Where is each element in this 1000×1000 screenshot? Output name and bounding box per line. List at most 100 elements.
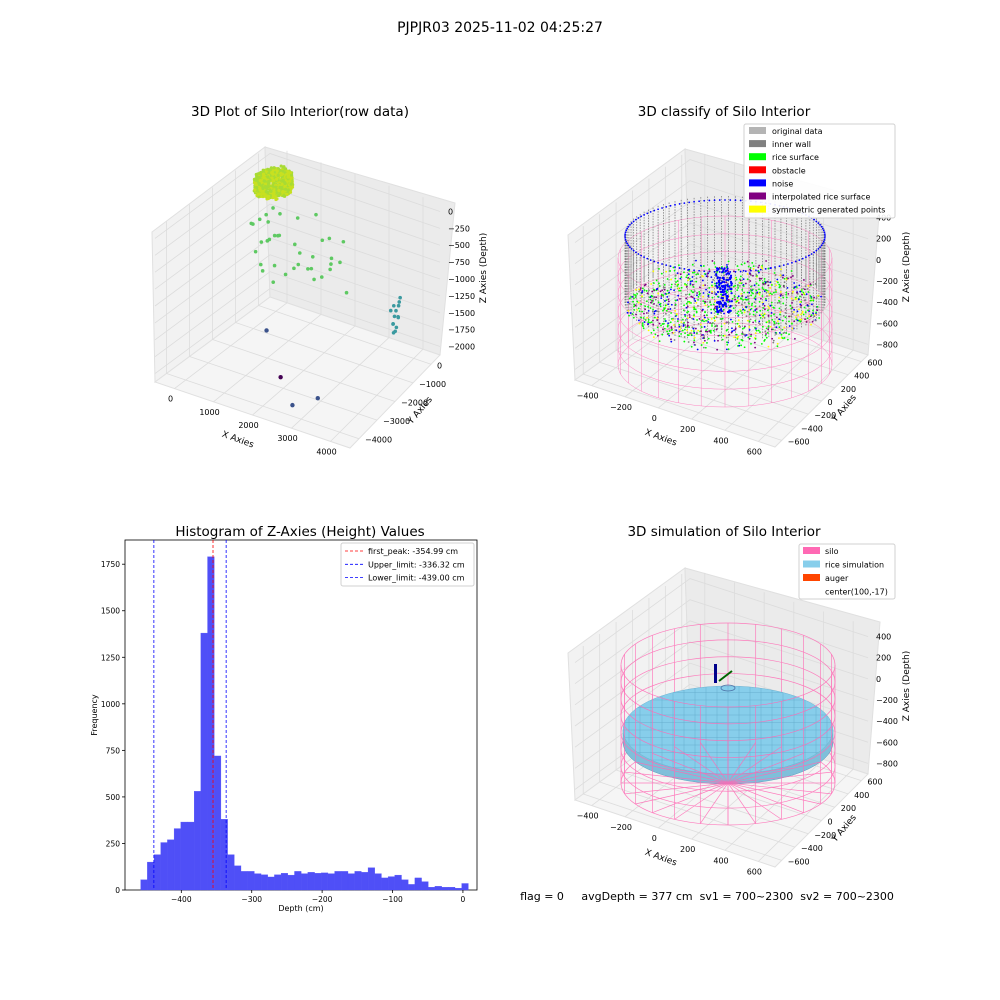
surface-point <box>780 337 783 339</box>
surface-point <box>640 316 643 319</box>
surface-point <box>754 295 757 298</box>
histogram-bar <box>180 821 188 891</box>
surface-point <box>659 302 662 305</box>
noise-point <box>669 265 672 268</box>
data-point <box>397 300 402 304</box>
surface-point <box>680 333 682 335</box>
surface-point <box>766 309 769 312</box>
noise-point <box>624 231 627 234</box>
surface-point <box>651 299 653 302</box>
legend-swatch <box>749 127 766 134</box>
surface-point <box>736 289 739 292</box>
noise-point <box>823 238 826 241</box>
surface-point <box>641 295 644 298</box>
surface-point <box>767 345 770 348</box>
noise-point <box>718 303 721 306</box>
surface-point <box>685 297 688 300</box>
y-tick-labels: 600 400 200 0 −200 −400 −600 <box>788 359 883 447</box>
surface-point <box>659 305 662 308</box>
x-grid-line <box>691 182 795 420</box>
surface-point <box>755 282 758 285</box>
y-tick-label: 200 <box>841 804 856 813</box>
noise-point <box>628 223 631 226</box>
surface-point <box>664 312 667 315</box>
surface-point <box>775 326 778 329</box>
surface-point <box>805 321 808 323</box>
surface-point <box>726 276 729 279</box>
data-point <box>257 186 262 190</box>
noise-point <box>669 204 672 207</box>
surface-point <box>733 295 736 297</box>
surface-point <box>768 320 770 322</box>
surface-point <box>737 287 740 289</box>
surface-point <box>800 304 803 307</box>
surface-point <box>685 286 688 288</box>
surface-point <box>730 290 732 293</box>
noise-point <box>744 270 747 273</box>
surface-point <box>810 297 813 299</box>
surface-point <box>690 329 693 332</box>
surface-point <box>666 296 669 298</box>
histogram-bar <box>160 842 168 891</box>
surface-point <box>767 284 770 287</box>
surface-point <box>737 295 740 298</box>
surface-point <box>755 329 758 332</box>
surface-point <box>702 346 705 349</box>
data-point <box>289 176 293 180</box>
surface-point <box>755 311 758 314</box>
surface-point <box>800 313 802 316</box>
data-point <box>266 175 270 179</box>
surface-point <box>762 302 765 305</box>
silo-spoke <box>727 761 821 784</box>
histogram-bar <box>240 871 248 891</box>
surface-point <box>645 312 648 314</box>
surface-point <box>692 291 695 294</box>
z-tick-label: 0 <box>448 207 453 216</box>
surface-point <box>796 291 798 294</box>
data-point <box>286 175 290 179</box>
surface-point <box>779 274 782 277</box>
z-grid-line <box>574 620 869 706</box>
surface-point <box>658 340 661 343</box>
surface-point <box>752 321 755 324</box>
noise-point <box>626 242 629 245</box>
surface-point <box>696 294 698 297</box>
noise-point <box>661 207 663 209</box>
noise-point <box>820 244 823 247</box>
surface-point <box>719 318 722 320</box>
surface-point <box>692 285 695 288</box>
surface-point <box>714 319 716 322</box>
data-point <box>388 308 393 313</box>
surface-point <box>657 310 660 313</box>
surface-point <box>768 321 771 324</box>
surface-point <box>627 301 629 304</box>
surface-point <box>630 296 632 298</box>
surface-point <box>759 316 762 319</box>
y-grid-line <box>615 202 809 415</box>
x-tick-label: −400 <box>577 812 599 821</box>
noise-point <box>724 270 727 273</box>
noise-point <box>721 290 724 294</box>
surface-point <box>733 296 736 299</box>
surface-point <box>652 282 655 285</box>
surface-point <box>638 310 641 313</box>
noise-point <box>720 309 723 313</box>
surface-point <box>683 309 686 312</box>
surface-point <box>661 289 664 292</box>
legend-swatch <box>749 205 766 213</box>
surface-point <box>775 316 778 319</box>
data-point <box>268 168 272 172</box>
surface-point <box>652 288 655 291</box>
surface-point <box>775 322 778 325</box>
data-point <box>262 179 266 183</box>
surface-point <box>695 280 698 283</box>
surface-point <box>779 313 781 316</box>
surface-point <box>705 288 707 291</box>
surface-point <box>674 277 677 280</box>
legend-swatch <box>749 140 766 148</box>
legend-swatch <box>749 192 766 200</box>
surface-point <box>809 295 812 297</box>
surface-point <box>721 338 724 341</box>
y-grid-line <box>632 190 822 402</box>
surface-point <box>745 296 747 299</box>
